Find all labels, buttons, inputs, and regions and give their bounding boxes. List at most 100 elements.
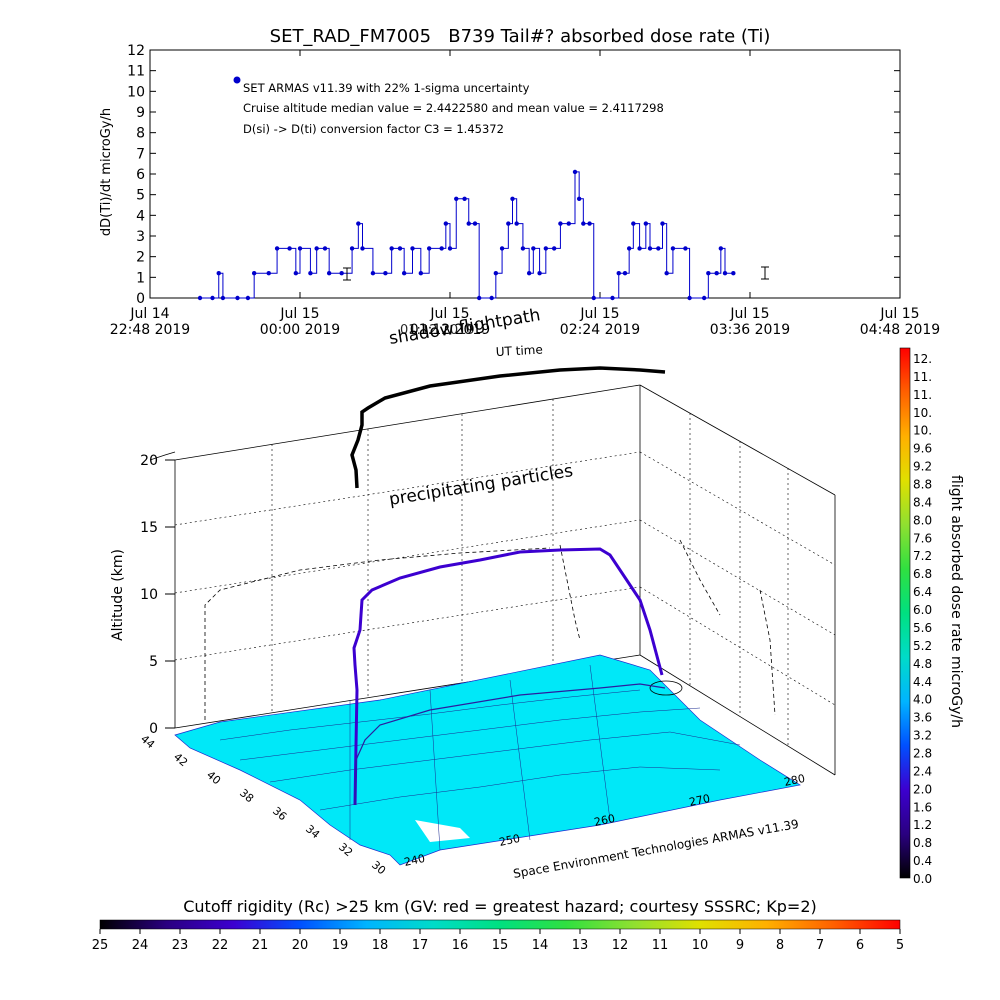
altitude-tick-label: 0: [149, 721, 158, 737]
data-point: [389, 246, 394, 251]
y-tick-label: 3: [136, 229, 145, 245]
data-point: [418, 271, 424, 276]
cutoff-tick-label: 11: [652, 938, 669, 953]
data-point: [339, 271, 344, 276]
x-tick-label-line1: Jul 14: [129, 306, 169, 322]
longitude-tick-label: 250: [498, 832, 521, 849]
data-point: [718, 246, 724, 251]
data-point: [543, 246, 549, 251]
data-point: [293, 271, 299, 276]
data-point: [401, 271, 407, 276]
data-point: [616, 271, 621, 276]
data-point: [476, 295, 482, 301]
data-point: [251, 271, 257, 276]
colorbar-tick-label: 6.4: [913, 585, 932, 599]
latitude-tick-label: 36: [270, 804, 289, 823]
x-tick-label-line2: 03:36 2019: [710, 322, 790, 338]
data-point: [591, 295, 596, 301]
data-point: [216, 271, 221, 276]
data-point: [426, 246, 432, 251]
colorbar-tick-label: 10.: [913, 406, 932, 420]
chart-title: SET_RAD_FM7005 B739 Tail#? absorbed dose…: [270, 26, 771, 47]
colorbar-gradient: [899, 347, 911, 879]
ground-track: [354, 683, 666, 806]
data-point: [706, 271, 711, 276]
data-point: [489, 295, 494, 301]
data-point: [643, 221, 649, 226]
cutoff-rigidity-title: Cutoff rigidity (Rc) >25 km (GV: red = g…: [183, 897, 817, 916]
data-point: [462, 196, 467, 201]
cutoff-tick-label: 17: [412, 938, 429, 953]
data-point: [472, 221, 478, 226]
data-point: [220, 295, 226, 301]
colorbar-tick-label: 0.8: [913, 836, 932, 850]
annotation-legend: SET ARMAS v11.39 with 22% 1-sigma uncert…: [243, 81, 530, 95]
latitude-tick-label: 42: [171, 750, 190, 769]
y-tick-label: 9: [136, 105, 145, 121]
data-point: [360, 246, 365, 251]
data-point: [572, 169, 578, 175]
colorbar-tick-label: 5.2: [913, 639, 932, 653]
data-point: [210, 295, 215, 301]
latitude-tick-label: 34: [303, 822, 322, 841]
cutoff-tick-label: 23: [172, 938, 189, 953]
cutoff-tick-label: 10: [692, 938, 709, 953]
latitude-tick-label: 38: [237, 786, 256, 805]
data-point: [581, 221, 586, 226]
altitude-ticks: 0 5 10 15 20: [140, 453, 175, 737]
data-point: [537, 271, 542, 276]
x-tick-label-line1: Jul 15: [879, 306, 919, 322]
colorbar-tick-label: 3.2: [913, 729, 932, 743]
x-tick-label-line2: 02:24 2019: [560, 322, 640, 338]
colorbar-tick-label: 6.0: [913, 603, 932, 617]
data-point: [731, 271, 736, 276]
colorbar-tick-label: 1.2: [913, 818, 932, 832]
colorbar-tick-label: 12.: [913, 352, 932, 366]
latitude-tick-label: 32: [336, 840, 355, 859]
latitude-tick-label: 30: [369, 858, 388, 877]
data-point: [383, 271, 388, 276]
data-point: [297, 246, 303, 251]
x-tick-label-line2: 01:12 2019: [410, 322, 490, 338]
y-tick-label: 11: [127, 64, 145, 80]
longitude-tick-label: 240: [403, 852, 426, 869]
altitude-tick-label: 10: [140, 587, 158, 603]
shadow-flightpath-line: [350, 366, 666, 489]
cutoff-rigidity-gradient: [99, 919, 901, 930]
map-floor: [174, 654, 801, 866]
colorbar-tick-label: 2.0: [913, 782, 932, 796]
data-point: [683, 246, 688, 251]
data-point: [660, 221, 665, 226]
colorbar-tick-label: 2.4: [913, 764, 932, 778]
data-point: [701, 295, 707, 301]
data-point: [631, 221, 636, 226]
data-point: [245, 295, 251, 301]
cutoff-tick-label: 9: [736, 938, 744, 953]
latitude-tick-label: 40: [204, 768, 223, 787]
cutoff-tick-label: 20: [292, 938, 309, 953]
data-point: [558, 221, 563, 226]
data-point: [610, 295, 615, 301]
data-point: [410, 246, 415, 251]
data-point: [656, 246, 661, 251]
data-point: [397, 246, 403, 251]
map-borders: [219, 664, 741, 851]
data-point: [506, 221, 511, 226]
colorbar-tick-label: 10.: [913, 424, 932, 438]
colorbar-tick-label: 4.0: [913, 693, 932, 707]
y-tick-label: 6: [136, 167, 145, 183]
altitude-tick-label: 20: [140, 453, 158, 469]
data-point: [622, 271, 628, 276]
colorbar-tick-label: 6.8: [913, 567, 932, 581]
data-point: [447, 246, 453, 251]
y-tick-label: 12: [127, 43, 145, 59]
x-tick-label-line1: Jul 15: [579, 306, 619, 322]
y-tick-label: 8: [136, 126, 145, 142]
x-tick-label-line1: Jul 15: [279, 306, 319, 322]
data-point: [266, 271, 271, 276]
data-point: [566, 221, 571, 226]
colorbar-tick-label: 7.6: [913, 531, 932, 545]
x-tick-label-line2: 22:48 2019: [110, 322, 190, 338]
data-point: [576, 196, 582, 201]
